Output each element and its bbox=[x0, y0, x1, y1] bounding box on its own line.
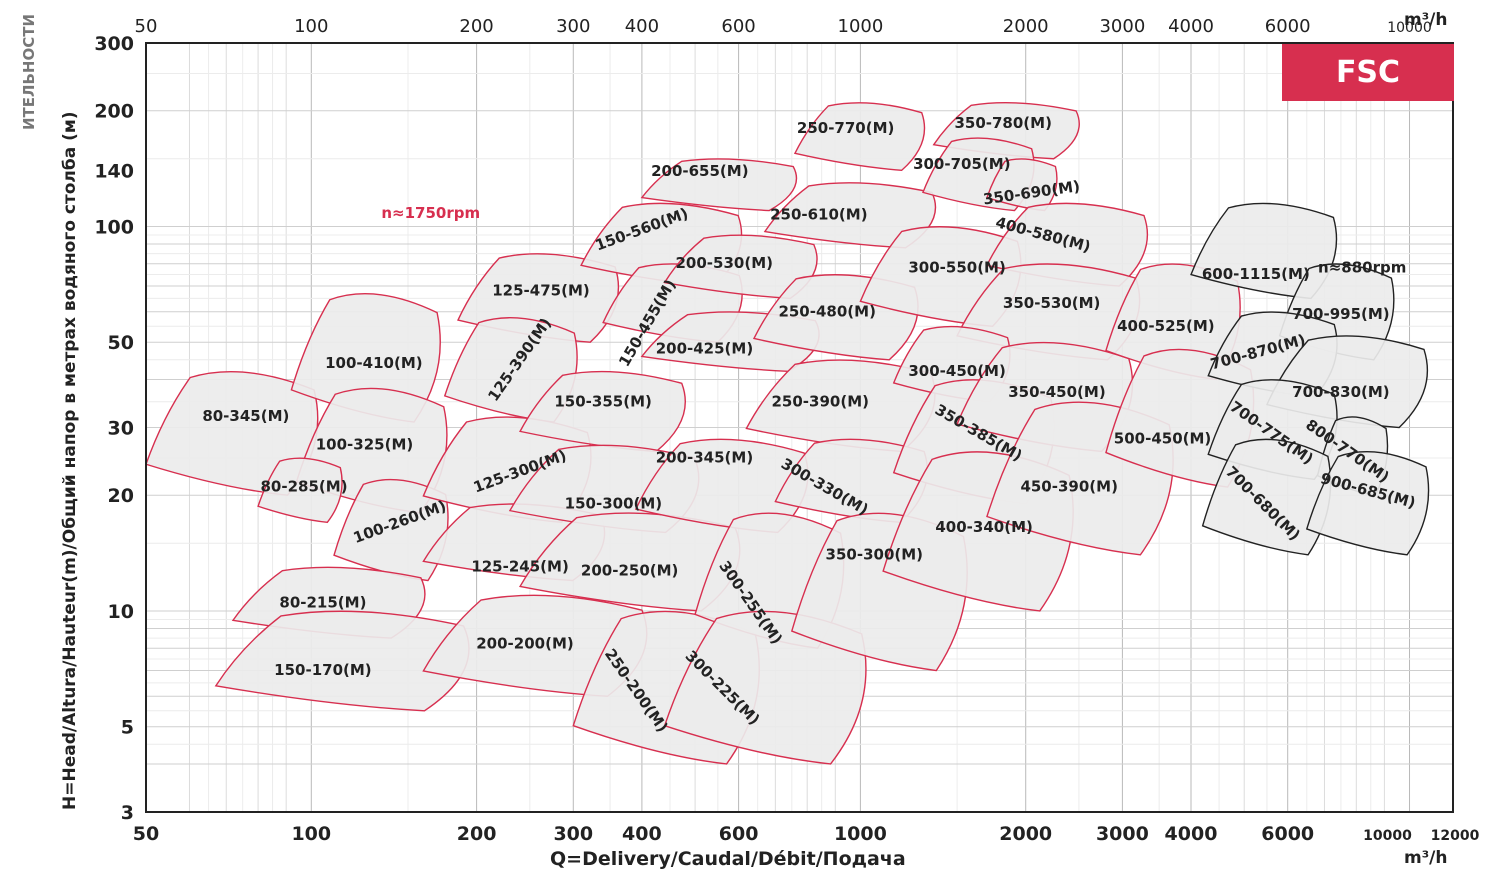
curve-label: 450-390(M) bbox=[1020, 478, 1118, 496]
curve-region bbox=[640, 158, 798, 212]
curve-label: 350-780(M) bbox=[954, 114, 1052, 132]
y-tick: 3 bbox=[121, 802, 134, 824]
y-tick: 100 bbox=[94, 216, 134, 238]
x-tick-bottom: 200 bbox=[457, 823, 497, 845]
curve-region bbox=[1201, 438, 1332, 556]
curve-region bbox=[793, 102, 926, 171]
model-badge: FSC bbox=[1282, 44, 1454, 101]
curve-label: 350-530(M) bbox=[1003, 294, 1101, 312]
curve-region bbox=[257, 457, 343, 524]
curve-label: 300-450(M) bbox=[908, 362, 1006, 380]
curve-label: 600-1115(M) bbox=[1202, 265, 1310, 283]
curve-label: 80-345(M) bbox=[202, 407, 289, 425]
speed-label: n≈880rpm bbox=[1318, 258, 1406, 276]
pump-curves bbox=[145, 102, 1430, 765]
curve-label: 400-525(M) bbox=[1117, 317, 1215, 335]
curve-label: 150-300(M) bbox=[565, 494, 663, 512]
y-tick: 200 bbox=[94, 101, 134, 123]
x-tick-bottom: 12000 bbox=[1431, 828, 1480, 844]
curve-label: 300-550(M) bbox=[908, 258, 1006, 276]
y-tick: 140 bbox=[94, 160, 134, 182]
x-tick-bottom: 6000 bbox=[1261, 823, 1314, 845]
y-tick: 50 bbox=[108, 332, 134, 354]
plot-frame bbox=[145, 42, 1454, 813]
x-tick-top: 2000 bbox=[1003, 16, 1049, 37]
curve-label: 80-285(M) bbox=[261, 478, 348, 496]
y-tick: 300 bbox=[94, 33, 134, 55]
curve-label: 150-170(M) bbox=[274, 661, 372, 679]
x-tick-bottom: 600 bbox=[719, 823, 759, 845]
curve-label: 250-610(M) bbox=[770, 206, 868, 224]
curve-label: 100-410(M) bbox=[325, 354, 423, 372]
curve-label: 200-250(M) bbox=[581, 562, 679, 580]
x-tick-top: 50 bbox=[135, 16, 158, 37]
curve-label: 250-480(M) bbox=[778, 302, 876, 320]
curve-label: 500-450(M) bbox=[1114, 430, 1212, 448]
x-tick-top: 400 bbox=[625, 16, 659, 37]
curve-label: 150-355(M) bbox=[554, 392, 652, 410]
y-tick: 20 bbox=[108, 485, 134, 507]
x-tick-bottom: 10000 bbox=[1363, 828, 1412, 844]
badge-text: FSC bbox=[1335, 55, 1401, 90]
curve-label: 400-340(M) bbox=[935, 518, 1033, 536]
curve-label: 250-390(M) bbox=[771, 392, 869, 410]
x-tick-bottom: 100 bbox=[291, 823, 331, 845]
plot-border bbox=[145, 42, 1454, 813]
x-tick-bottom: 2000 bbox=[999, 823, 1052, 845]
top-unit-label: m³/h bbox=[1404, 10, 1448, 30]
y-axis-label: H=Head/Altura/Hauteur(m)/Общий напор в м… bbox=[60, 111, 80, 810]
curve-label: 80-215(M) bbox=[279, 593, 366, 611]
curve-label: 200-425(M) bbox=[656, 340, 754, 358]
curve-label: 125-475(M) bbox=[492, 281, 590, 299]
curve-label: 200-345(M) bbox=[656, 448, 754, 466]
curve-region bbox=[1305, 451, 1430, 556]
x-tick-bottom: 300 bbox=[553, 823, 593, 845]
x-tick-bottom: 50 bbox=[133, 823, 159, 845]
x-tick-top: 10000 bbox=[1387, 20, 1432, 36]
curve-label: 700-995(M) bbox=[1292, 305, 1390, 323]
x-tick-top: 4000 bbox=[1168, 16, 1214, 37]
curve-label: 250-770(M) bbox=[797, 119, 895, 137]
x-tick-top: 200 bbox=[459, 16, 493, 37]
x-tick-bottom: 400 bbox=[622, 823, 662, 845]
y-tick: 30 bbox=[108, 418, 134, 440]
x-tick-bottom: 4000 bbox=[1165, 823, 1218, 845]
x-tick-top: 3000 bbox=[1099, 16, 1145, 37]
y-axis-label-cut: ИТЕЛЬНОСТИ bbox=[20, 13, 38, 130]
curve-label: 350-300(M) bbox=[826, 545, 924, 563]
y-tick: 5 bbox=[121, 717, 134, 739]
x-tick-top: 6000 bbox=[1265, 16, 1311, 37]
curve-label: 300-705(M) bbox=[913, 155, 1011, 173]
curve-label: 350-450(M) bbox=[1008, 383, 1106, 401]
curve-label: 700-830(M) bbox=[1292, 383, 1390, 401]
curve-label: 200-530(M) bbox=[676, 254, 774, 272]
curve-label: 200-655(M) bbox=[651, 162, 749, 180]
curve-label: 200-200(M) bbox=[476, 635, 574, 653]
x-tick-bottom: 1000 bbox=[834, 823, 887, 845]
bottom-unit-label: m³/h bbox=[1404, 848, 1448, 868]
x-tick-top: 600 bbox=[721, 16, 755, 37]
x-tick-top: 100 bbox=[294, 16, 328, 37]
x-tick-top: 300 bbox=[556, 16, 590, 37]
curve-label: 125-245(M) bbox=[471, 558, 569, 576]
axis-ticks: 50 100 200 300 400 600 1000 2000 3000 4000 6000 100… bbox=[94, 16, 1479, 845]
x-tick-top: 1000 bbox=[838, 16, 884, 37]
y-tick: 10 bbox=[108, 601, 134, 623]
curve-region bbox=[333, 478, 449, 582]
speed-label: n≈1750rpm bbox=[381, 204, 480, 222]
x-axis-label: Q=Delivery/Caudal/Débit/Подача bbox=[550, 848, 906, 870]
curve-region bbox=[214, 610, 470, 712]
curve-label: 100-325(M) bbox=[316, 436, 414, 454]
x-tick-bottom: 3000 bbox=[1096, 823, 1149, 845]
